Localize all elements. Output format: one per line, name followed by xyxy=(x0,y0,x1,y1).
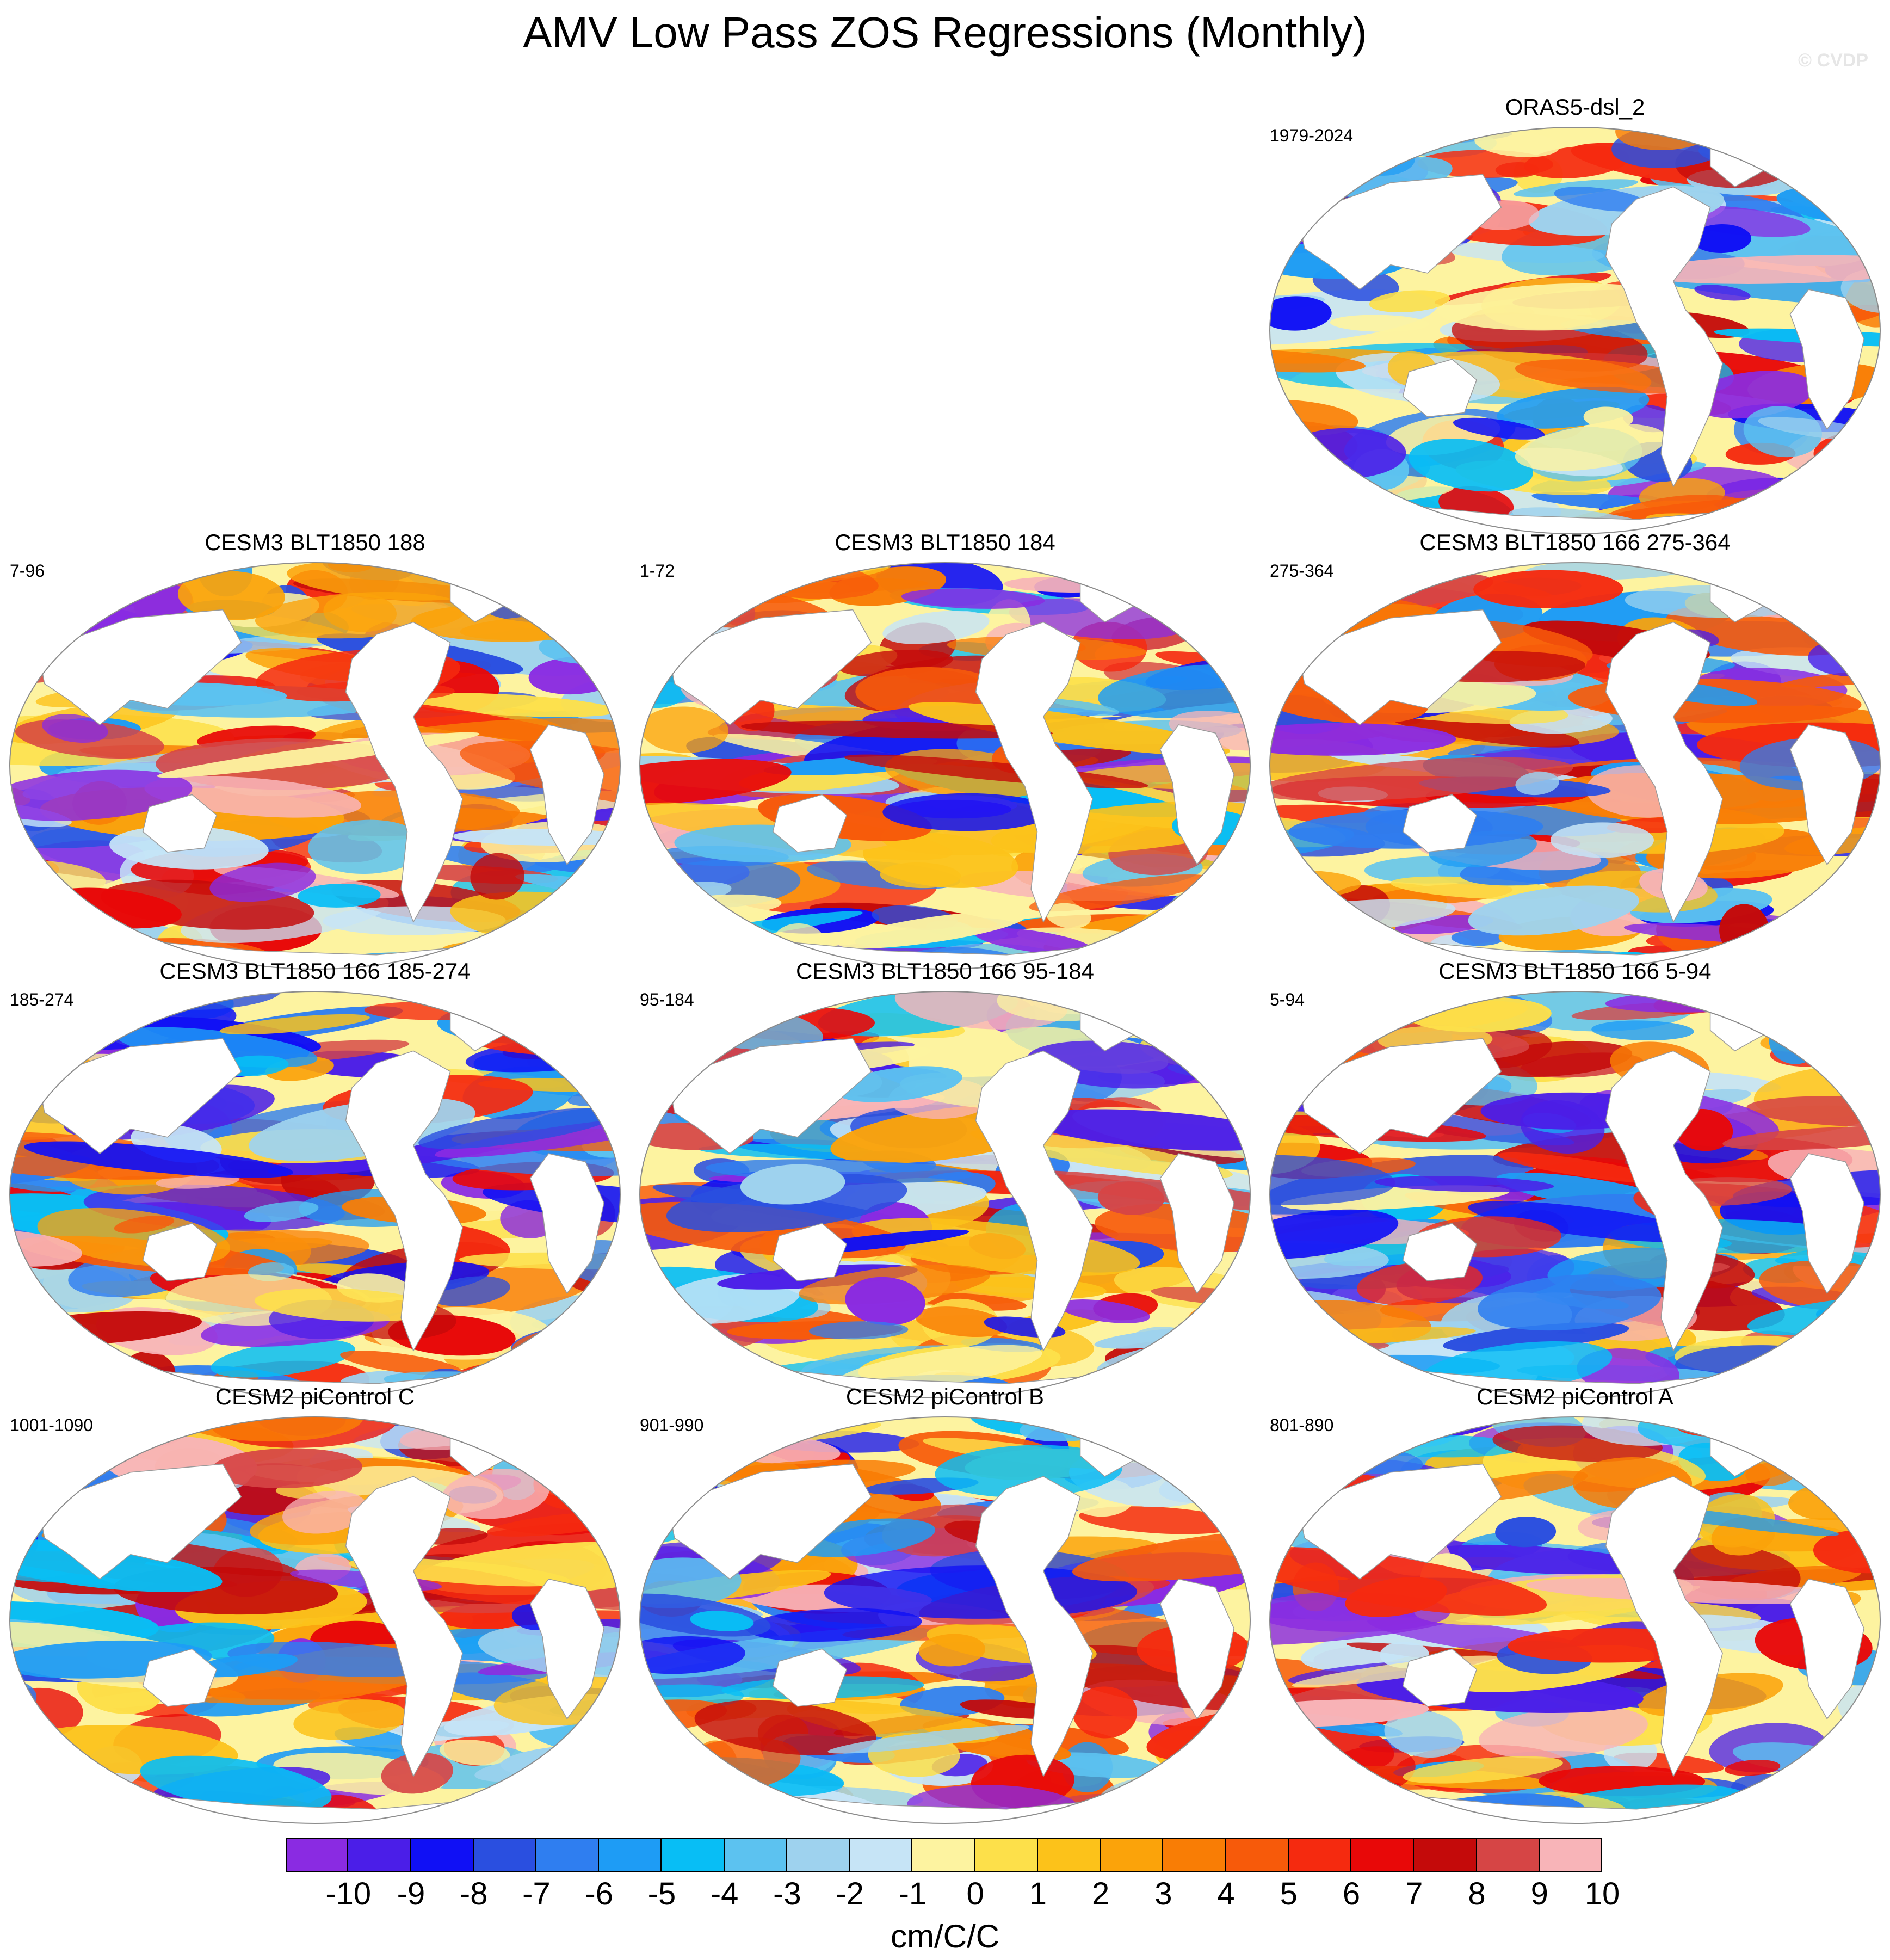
colorbar-swatch xyxy=(348,1838,411,1872)
map-panel: CESM3 BLT1850 188 7-96 xyxy=(0,529,630,970)
colorbar-tick-label: 0 xyxy=(966,1876,984,1912)
colorbar-tick-label: -2 xyxy=(836,1876,864,1912)
world-map-icon xyxy=(639,562,1251,970)
map-panel: CESM2 piControl C 1001-1090 xyxy=(0,1383,630,1824)
colorbar-swatch xyxy=(850,1838,913,1872)
panel-period: 95-184 xyxy=(640,990,694,1009)
colorbar-swatch xyxy=(411,1838,474,1872)
world-map-icon xyxy=(1269,127,1881,534)
colorbar-swatch xyxy=(912,1838,975,1872)
panel-period: 1-72 xyxy=(640,561,675,581)
colorbar-swatch xyxy=(787,1838,850,1872)
panel-title: ORAS5-dsl_2 xyxy=(1505,94,1645,120)
colorbar xyxy=(286,1838,1602,1872)
colorbar-tick-label: 5 xyxy=(1280,1876,1298,1912)
colorbar-tick-label: -6 xyxy=(585,1876,613,1912)
panel-period: 801-890 xyxy=(1270,1415,1334,1435)
colorbar-tick-label: 3 xyxy=(1154,1876,1172,1912)
colorbar-swatch xyxy=(536,1838,600,1872)
colorbar-tick-label: -5 xyxy=(647,1876,676,1912)
colorbar-tick-label: -4 xyxy=(710,1876,739,1912)
world-map-icon xyxy=(639,1416,1251,1824)
colorbar-tick-label: 6 xyxy=(1342,1876,1361,1912)
world-map-icon xyxy=(1269,1416,1881,1824)
world-map-icon xyxy=(1269,562,1881,970)
colorbar-swatch xyxy=(1351,1838,1415,1872)
map-panel: CESM3 BLT1850 166 185-274 185-274 xyxy=(0,958,630,1398)
page-title: AMV Low Pass ZOS Regressions (Monthly) xyxy=(523,8,1367,57)
colorbar-swatch xyxy=(1477,1838,1540,1872)
colorbar-swatch xyxy=(1037,1838,1101,1872)
colorbar-swatch xyxy=(1226,1838,1289,1872)
world-map-icon xyxy=(9,1416,621,1824)
colorbar-swatch xyxy=(1414,1838,1477,1872)
colorbar-swatch xyxy=(724,1838,787,1872)
cvdp-watermark: © CVDP xyxy=(1798,50,1868,71)
map-panel: CESM3 BLT1850 166 275-364 275-364 xyxy=(1260,529,1890,970)
colorbar-tick-label: -8 xyxy=(459,1876,488,1912)
panel-period: 1979-2024 xyxy=(1270,126,1354,145)
colorbar-swatch xyxy=(975,1838,1038,1872)
map-panel: CESM3 BLT1850 184 1-72 xyxy=(630,529,1260,970)
colorbar-tick-label: 2 xyxy=(1091,1876,1110,1912)
map-panel: CESM3 BLT1850 166 95-184 95-184 xyxy=(630,958,1260,1398)
panel-title: CESM3 BLT1850 188 xyxy=(205,529,425,555)
colorbar-tick-label: -10 xyxy=(325,1876,372,1912)
world-map-icon xyxy=(639,991,1251,1398)
map-panel: CESM2 piControl A 801-890 xyxy=(1260,1383,1890,1824)
colorbar-tick-label: 7 xyxy=(1405,1876,1423,1912)
map-panel: CESM3 BLT1850 166 5-94 5-94 xyxy=(1260,958,1890,1398)
panel-period: 7-96 xyxy=(10,561,45,581)
panel-period: 275-364 xyxy=(1270,561,1334,581)
colorbar-swatch xyxy=(1163,1838,1226,1872)
panel-title: CESM2 piControl A xyxy=(1477,1384,1673,1409)
colorbar-tick-label: -9 xyxy=(397,1876,425,1912)
colorbar-tick-label: 1 xyxy=(1029,1876,1047,1912)
colorbar-swatch xyxy=(473,1838,536,1872)
colorbar-swatch xyxy=(1539,1838,1602,1872)
colorbar-tick-label: -7 xyxy=(522,1876,551,1912)
panel-title: CESM3 BLT1850 166 95-184 xyxy=(796,958,1094,984)
colorbar-units: cm/C/C xyxy=(891,1918,999,1955)
colorbar-swatch xyxy=(599,1838,662,1872)
panel-period: 901-990 xyxy=(640,1415,704,1435)
colorbar-swatch xyxy=(1101,1838,1164,1872)
colorbar-tick-label: -1 xyxy=(898,1876,927,1912)
world-map-icon xyxy=(9,562,621,970)
panel-title: CESM3 BLT1850 166 185-274 xyxy=(159,958,471,984)
panel-title: CESM2 piControl B xyxy=(845,1384,1045,1409)
colorbar-tick-label: 9 xyxy=(1530,1876,1548,1912)
colorbar-tick-label: 4 xyxy=(1217,1876,1235,1912)
colorbar-swatch xyxy=(286,1838,349,1872)
panel-title: CESM3 BLT1850 166 5-94 xyxy=(1438,958,1712,984)
colorbar-swatch xyxy=(662,1838,725,1872)
colorbar-tick-label: 8 xyxy=(1468,1876,1486,1912)
panel-period: 185-274 xyxy=(10,990,74,1009)
map-panel: CESM2 piControl B 901-990 xyxy=(630,1383,1260,1824)
panel-period: 1001-1090 xyxy=(10,1415,94,1435)
colorbar-tick-label: -3 xyxy=(773,1876,801,1912)
colorbar-swatch xyxy=(1288,1838,1352,1872)
colorbar-frame xyxy=(286,1838,1602,1872)
panel-title: CESM3 BLT1850 166 275-364 xyxy=(1419,529,1731,555)
panel-title: CESM3 BLT1850 184 xyxy=(835,529,1055,555)
panel-title: CESM2 piControl C xyxy=(215,1384,415,1409)
world-map-icon xyxy=(1269,991,1881,1398)
world-map-icon xyxy=(9,991,621,1398)
panel-period: 5-94 xyxy=(1270,990,1305,1009)
colorbar-tick-label: 10 xyxy=(1584,1876,1620,1912)
map-panel: ORAS5-dsl_2 1979-2024 xyxy=(1260,94,1890,534)
